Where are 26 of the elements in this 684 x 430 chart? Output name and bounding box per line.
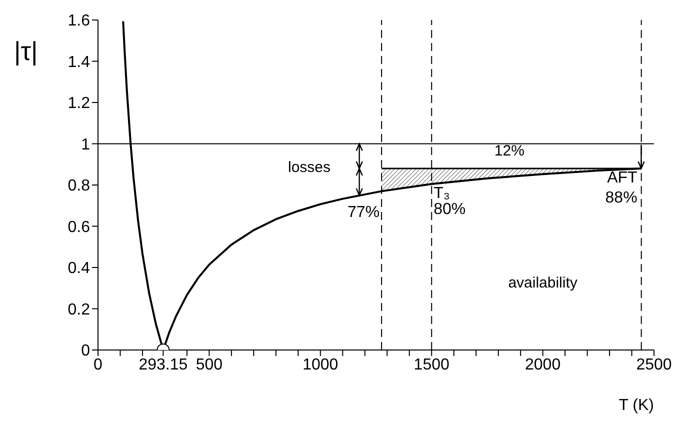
x-tick-label: 2000 (525, 356, 561, 374)
x-tick-label: 293.15 (138, 356, 188, 374)
x-tick-label: 500 (196, 356, 223, 374)
y-tick-label: 0.6 (68, 218, 90, 236)
y-tick-label: 1.6 (68, 12, 90, 30)
annotation: losses (288, 158, 331, 176)
annotation: availability (508, 274, 578, 292)
annotation: 77% (348, 204, 380, 222)
annotation: 88% (605, 190, 638, 206)
y-tick-label: 0.4 (68, 260, 90, 278)
y-tick-label: 0 (81, 342, 90, 360)
y-axis-title: |τ| (14, 36, 38, 66)
x-tick-label: 2500 (636, 356, 672, 374)
y-tick-label: 1 (81, 136, 90, 154)
y-tick-label: 1.2 (68, 95, 90, 112)
annotation: 80% (434, 200, 466, 218)
annotation: 12% (494, 142, 524, 160)
annotation: AFT (607, 170, 638, 186)
annotation: T₃ (434, 184, 450, 202)
y-tick-label: 0.2 (68, 301, 90, 318)
y-tick-label: 1.4 (68, 54, 90, 71)
x-axis-title: T (K) (618, 397, 654, 414)
x-tick-label: 1000 (302, 356, 338, 374)
x-tick-label: 1500 (414, 356, 450, 374)
x-tick-label: 0 (94, 356, 103, 374)
y-tick-label: 0.8 (68, 178, 90, 195)
